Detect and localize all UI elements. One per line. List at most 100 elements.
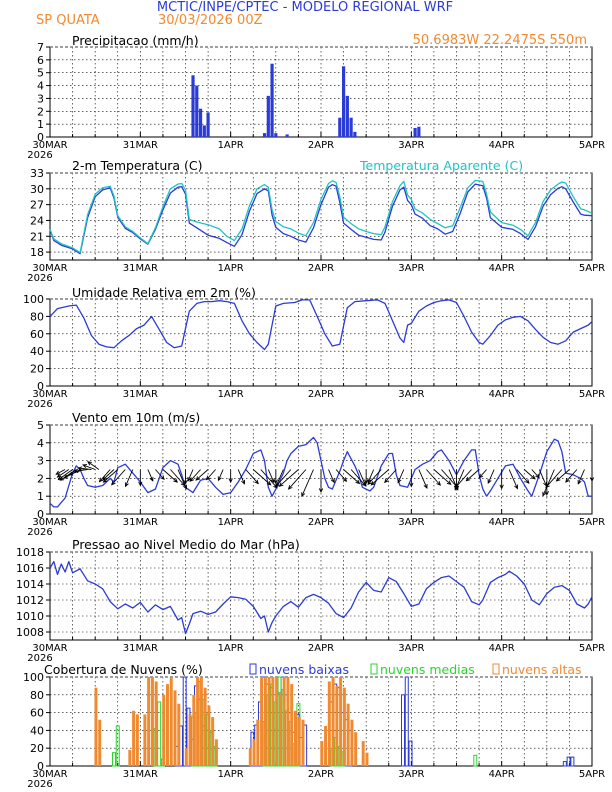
wind-vector-head — [397, 478, 402, 484]
wind-vector-head — [589, 477, 595, 483]
legend-label: nuvens medias — [380, 662, 475, 677]
cloud-bar-orange — [339, 677, 343, 766]
wind-vector — [274, 469, 292, 488]
wind-vector — [162, 469, 178, 483]
wind-vector-head — [499, 484, 504, 490]
rh-xlabel: 3APR — [398, 389, 424, 400]
cloud-bar-orange — [290, 684, 294, 766]
precip-title: Precipitacao (mm/h) — [72, 33, 199, 48]
legend-swatch — [492, 663, 500, 675]
precip-bar — [353, 131, 357, 137]
temp-ytick-label: 30 — [30, 183, 44, 196]
wind-ytick-label: 3 — [37, 455, 44, 468]
wind-vector — [267, 469, 275, 483]
precip-ytick-label: 0 — [37, 131, 44, 144]
clouds-ytick-label: 60 — [30, 707, 44, 720]
wind-vector — [328, 469, 335, 483]
wind-vector — [58, 469, 73, 480]
temp-xlabel: 3APR — [398, 263, 424, 274]
cloud-bar-orange — [354, 732, 358, 766]
cloud-bar-orange — [98, 719, 102, 766]
cloud-bar-blue — [570, 756, 575, 767]
cloud-bar-blue — [401, 694, 406, 767]
wind-vector-head — [82, 464, 88, 469]
wind-vector — [433, 469, 452, 485]
cloud-bar-orange — [199, 677, 203, 766]
rh-ytick-label: 80 — [30, 310, 44, 323]
precip-bar — [338, 117, 342, 137]
wind-xlabel: 2APR — [308, 517, 334, 528]
precip-ytick-label: 4 — [37, 80, 44, 93]
clouds-ytick-label: 0 — [37, 760, 44, 773]
clouds-ytick-label: 40 — [30, 724, 44, 737]
cloud-bar-orange — [342, 687, 346, 766]
wind-vector-head — [436, 481, 441, 486]
wind-vector-head — [266, 480, 272, 486]
clouds-xlabel-year: 2026 — [27, 779, 52, 790]
wind-vector — [531, 469, 540, 478]
wind-vector — [189, 469, 201, 482]
wind-vector — [252, 469, 271, 486]
wind-xlabel: 31MAR — [123, 517, 158, 528]
temp-ytick-label: 21 — [30, 230, 44, 243]
wind-vector-head — [555, 477, 561, 482]
cloud-bar-orange — [267, 677, 271, 766]
precip-bar — [191, 75, 195, 137]
precip-xlabel-year: 2026 — [27, 150, 52, 161]
precip-ytick-label: 2 — [37, 105, 44, 118]
precip-xlabel: 2APR — [308, 140, 334, 151]
precip-bar — [270, 63, 274, 137]
temp-line-blue — [49, 183, 593, 255]
rh-xlabel: 5APR — [579, 389, 605, 400]
wind-vector-head — [149, 476, 154, 482]
cloud-bar-orange — [207, 705, 211, 766]
wind-vector-head — [355, 479, 361, 485]
precip-ytick-label: 7 — [37, 41, 44, 54]
press-xlabel: 1APR — [218, 643, 244, 654]
cloud-bar-orange — [128, 749, 132, 766]
wind-vector-head — [274, 483, 280, 488]
wind-xlabel: 4APR — [489, 517, 515, 528]
cloud-bar-orange — [150, 677, 154, 766]
precip-xlabel-first: 30MAR — [32, 140, 67, 151]
wind-vector-head — [183, 479, 188, 485]
wind-vector — [195, 469, 209, 481]
wind-vector — [367, 469, 382, 485]
clouds-xlabel: 4APR — [489, 769, 515, 780]
press-xlabel: 2APR — [308, 643, 334, 654]
wind-xlabel: 3APR — [398, 517, 424, 528]
wind-vector-head — [63, 474, 69, 479]
cloud-bar-orange — [286, 677, 290, 766]
wind-vector — [556, 469, 570, 482]
wind-vector-head — [138, 481, 143, 487]
cloud-bar-green — [111, 752, 116, 767]
wind-vector — [206, 469, 216, 480]
cloud-bar-orange — [301, 719, 305, 766]
wind-vector — [565, 469, 578, 483]
wind-vector-head — [217, 476, 222, 482]
wind-vector-head — [544, 490, 549, 496]
precip-ytick-label: 6 — [37, 54, 44, 67]
cloud-bar-blue — [182, 676, 187, 767]
precip-bar — [202, 125, 206, 137]
wind-vector — [545, 469, 563, 488]
wind-vector — [147, 469, 154, 482]
wind-vector — [218, 469, 224, 481]
wind-ytick-label: 4 — [37, 437, 44, 450]
wind-vector — [125, 469, 134, 487]
precip-bar — [345, 95, 349, 137]
cloud-bar-orange — [282, 677, 286, 766]
wind-ytick-label: 5 — [37, 419, 44, 432]
run-label: 30/03/2026 00Z — [158, 13, 263, 28]
press-ytick-label: 1008 — [16, 626, 44, 639]
rh-line-blue — [49, 299, 593, 351]
rh-xlabel: 2APR — [308, 389, 334, 400]
wind-vector — [516, 469, 530, 484]
wind-vector-head — [525, 479, 530, 484]
precip-bar — [349, 117, 353, 137]
cloud-bar-orange — [211, 717, 215, 766]
cloud-bar-orange — [203, 687, 207, 766]
wind-vector — [99, 469, 111, 482]
precip-bar — [285, 134, 289, 137]
